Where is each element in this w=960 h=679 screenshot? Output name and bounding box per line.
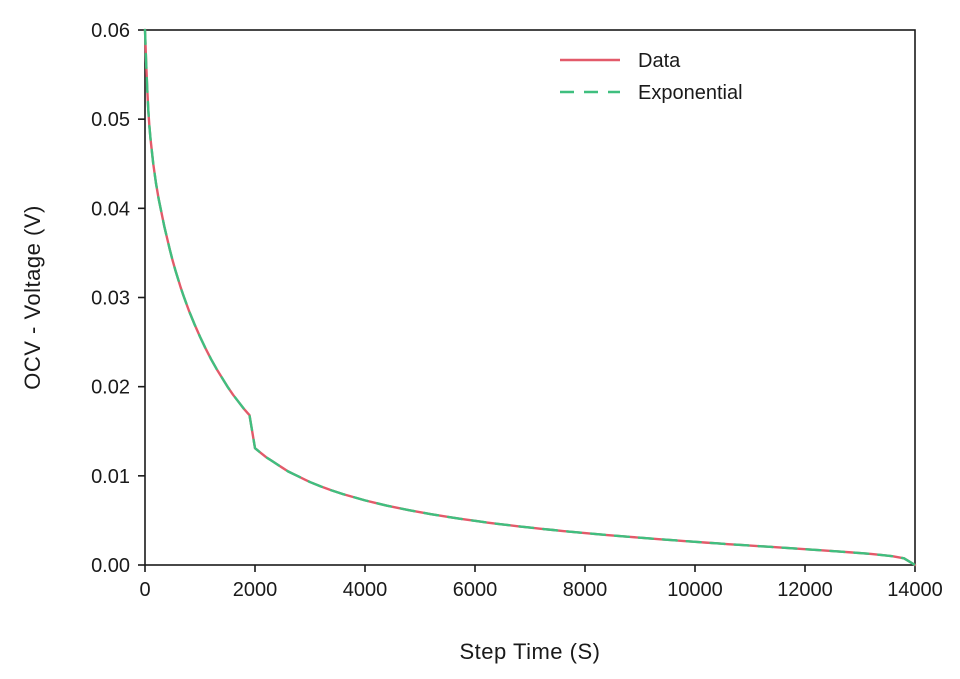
y-tick-label: 0.06	[91, 20, 130, 42]
x-axis-label: Step Time (S)	[460, 639, 601, 664]
y-tick-label: 0.04	[91, 198, 130, 220]
y-tick-label: 0.05	[91, 109, 130, 131]
y-tick-label: 0.01	[91, 466, 130, 488]
x-tick-label: 6000	[453, 579, 498, 601]
x-tick-label: 8000	[563, 579, 608, 601]
ocv-decay-chart: 0 2000 4000 6000 8000 10000 12000 14000 0.00 0.01…	[0, 0, 960, 679]
x-tick-label: 10000	[667, 579, 723, 601]
x-tick-label: 12000	[777, 579, 833, 601]
y-tick-label: 0.00	[91, 555, 130, 577]
legend-label: Exponential	[638, 82, 743, 104]
y-axis-label: OCV - Voltage (V)	[20, 205, 45, 390]
x-tick-label: 14000	[887, 579, 943, 601]
y-tick-label: 0.03	[91, 288, 130, 310]
x-tick-label: 4000	[343, 579, 388, 601]
legend-label: Data	[638, 50, 681, 72]
x-tick-label: 2000	[233, 579, 278, 601]
y-tick-label: 0.02	[91, 377, 130, 399]
x-tick-label: 0	[139, 579, 150, 601]
